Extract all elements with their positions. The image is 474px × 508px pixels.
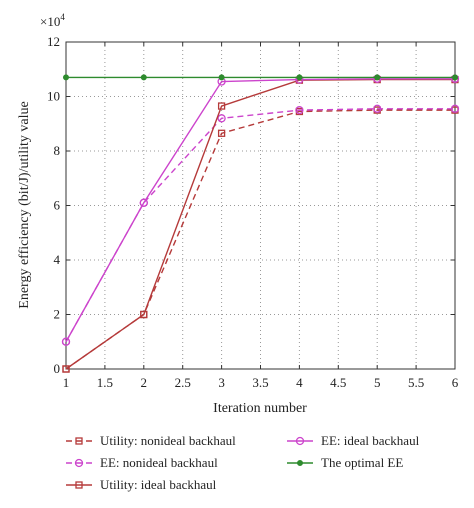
data-point bbox=[452, 74, 458, 81]
data-point bbox=[140, 310, 148, 319]
y-tick-label: 6 bbox=[54, 198, 61, 213]
data-point bbox=[217, 114, 226, 123]
data-point bbox=[139, 198, 148, 207]
legend-item: Utility: nonideal backhaul bbox=[66, 433, 236, 448]
plot-frame bbox=[65, 41, 456, 370]
data-point bbox=[295, 105, 304, 115]
data-point bbox=[373, 104, 382, 113]
series-line bbox=[65, 109, 455, 370]
data-point bbox=[218, 74, 225, 81]
data-point bbox=[217, 129, 226, 137]
legend-marker bbox=[75, 481, 83, 489]
x-tick-label: 3 bbox=[218, 375, 225, 390]
y-tick-label: 10 bbox=[47, 89, 60, 104]
y-tick-label: 8 bbox=[54, 143, 61, 158]
axis-ticks: 1 1.5 2 2.5 3 3.5 4 4.5 5 5.5 6 0 2 4 6 8 10 12 bbox=[47, 34, 459, 390]
y-axis-label: Energy efficiency (bit/J)/utility value bbox=[17, 101, 32, 308]
x-tick-label: 4.5 bbox=[330, 375, 346, 390]
x-tick-label: 2.5 bbox=[175, 375, 191, 390]
legend-label: The optimal EE bbox=[321, 455, 403, 470]
y-tick-label: 4 bbox=[54, 252, 61, 267]
data-point bbox=[217, 102, 226, 110]
y-tick-label: 12 bbox=[47, 34, 60, 49]
legend-item: EE: nonideal backhaul bbox=[66, 455, 218, 470]
legend-label: EE: ideal backhaul bbox=[321, 433, 420, 448]
x-tick-label: 5 bbox=[374, 375, 381, 390]
legend-marker bbox=[297, 460, 303, 466]
data-point bbox=[63, 74, 69, 81]
legend-marker bbox=[74, 458, 84, 468]
legend: Utility: nonideal backhaul EE: nonideal b… bbox=[66, 433, 420, 492]
data-point bbox=[296, 74, 303, 81]
data-point bbox=[374, 74, 381, 81]
y-tick-label: 0 bbox=[54, 361, 61, 376]
data-point bbox=[450, 104, 460, 113]
y-multiplier-label: ×104 bbox=[40, 12, 65, 29]
series-line bbox=[65, 78, 455, 370]
legend-item: The optimal EE bbox=[287, 455, 403, 470]
legend-marker bbox=[75, 437, 83, 445]
legend-label: Utility: nonideal backhaul bbox=[100, 433, 236, 448]
x-tick-label: 6 bbox=[452, 375, 459, 390]
x-tick-label: 4 bbox=[296, 375, 303, 390]
y-tick-label: 2 bbox=[54, 307, 61, 322]
legend-label: EE: nonideal backhaul bbox=[100, 455, 218, 470]
series-4 bbox=[63, 74, 458, 81]
x-axis-label: Iteration number bbox=[213, 401, 307, 416]
legend-label: Utility: ideal backhaul bbox=[100, 477, 217, 492]
x-tick-label: 5.5 bbox=[408, 375, 424, 390]
data-point bbox=[61, 337, 71, 346]
series-2 bbox=[62, 75, 459, 373]
series-1 bbox=[61, 104, 460, 346]
legend-item: Utility: ideal backhaul bbox=[66, 477, 217, 492]
grid-lines bbox=[66, 42, 455, 369]
legend-item: EE: ideal backhaul bbox=[287, 433, 420, 448]
x-tick-label: 1 bbox=[63, 375, 70, 390]
data-point bbox=[62, 365, 70, 373]
series-layer bbox=[61, 74, 460, 373]
data-point bbox=[140, 74, 147, 81]
x-tick-label: 3.5 bbox=[252, 375, 268, 390]
legend-marker bbox=[295, 436, 305, 446]
series-3 bbox=[61, 74, 460, 346]
x-tick-label: 1.5 bbox=[97, 375, 113, 390]
series-line bbox=[65, 78, 455, 343]
x-tick-label: 2 bbox=[141, 375, 148, 390]
